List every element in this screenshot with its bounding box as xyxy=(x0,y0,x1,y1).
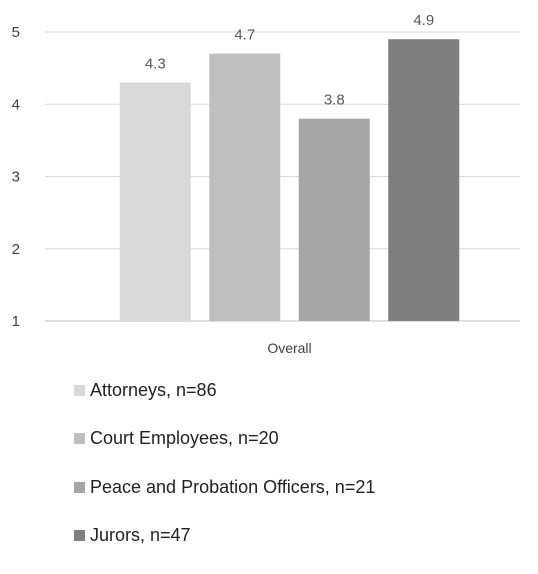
legend-item-jurors: Jurors, n=47 xyxy=(74,525,375,546)
legend-swatch xyxy=(74,433,85,444)
y-tick-label: 2 xyxy=(12,241,20,258)
data-label: 4.7 xyxy=(234,27,255,44)
bar xyxy=(119,82,191,321)
bar xyxy=(298,118,370,321)
y-axis-tick-labels: 1 2 3 4 5 xyxy=(12,24,20,330)
bars xyxy=(119,39,460,322)
x-tick-label: Overall xyxy=(267,340,311,356)
legend-swatch xyxy=(74,481,85,493)
data-label: 4.3 xyxy=(145,56,166,73)
legend-label: Peace and Probation Officers, n=21 xyxy=(90,476,376,497)
legend-item-peace-probation-officers: Peace and Probation Officers, n=21 xyxy=(74,477,375,497)
y-tick-label: 5 xyxy=(12,24,20,41)
legend-label: Court Employees, n=20 xyxy=(90,428,279,448)
y-tick-label: 1 xyxy=(12,313,20,330)
legend: Attorneys, n=86 Court Employees, n=20 Pe… xyxy=(74,380,375,574)
data-label: 4.9 xyxy=(413,12,434,29)
bar xyxy=(388,39,460,321)
data-labels: 4.3 4.7 3.8 4.9 xyxy=(145,12,434,108)
y-tick-label: 4 xyxy=(12,96,20,113)
legend-label: Attorneys, n=86 xyxy=(90,379,217,400)
legend-swatch xyxy=(74,530,85,541)
x-axis-tick-labels: Overall xyxy=(267,340,311,356)
legend-item-attorneys: Attorneys, n=86 xyxy=(74,380,375,400)
bar-chart: 1 2 3 4 5 4.3 4.7 3.8 4.9 Overall xyxy=(12,12,520,356)
y-tick-label: 3 xyxy=(12,169,20,186)
data-label: 3.8 xyxy=(324,92,345,109)
bar xyxy=(209,53,281,322)
legend-label: Jurors, n=47 xyxy=(90,525,191,545)
legend-item-court-employees: Court Employees, n=20 xyxy=(74,428,375,449)
legend-swatch xyxy=(74,384,85,396)
